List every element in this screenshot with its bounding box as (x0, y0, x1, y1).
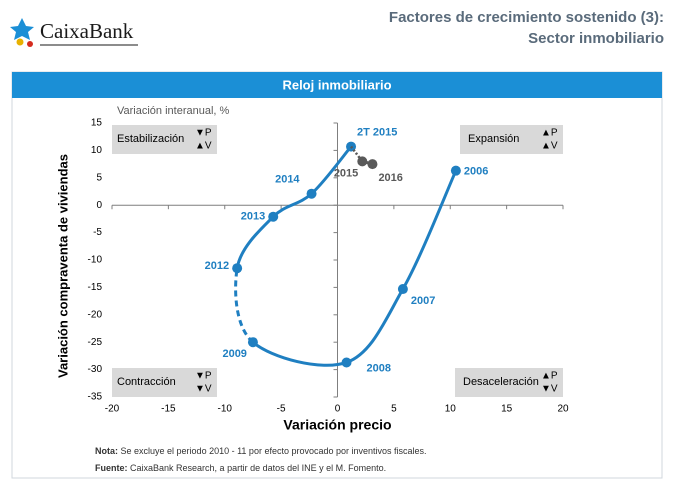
x-tick-label: -5 (277, 404, 286, 415)
note: Nota: Se excluye el periodo 2010 - 11 po… (95, 446, 427, 456)
point-label: 2015 (334, 167, 358, 179)
point (306, 188, 317, 199)
note-text: Se excluye el periodo 2010 - 11 por efec… (121, 446, 427, 456)
x-tick-label: 20 (557, 404, 569, 415)
logo: CaixaBank (10, 18, 138, 47)
point (357, 156, 368, 167)
logo-text: CaixaBank (40, 19, 134, 43)
banner (12, 72, 662, 98)
note: Fuente: CaixaBank Research, a partir de … (95, 463, 386, 473)
point (247, 337, 258, 348)
quadrant-sign: ▲P (541, 128, 558, 139)
subtitle: Variación interanual, % (117, 105, 230, 117)
quadrant-label: Desaceleración (463, 376, 539, 388)
point-label: 2006 (464, 166, 488, 178)
line-segment (235, 215, 275, 269)
x-tick-label: -10 (218, 404, 233, 415)
quadrant-sign: ▲P (541, 371, 558, 382)
x-tick-label: 15 (501, 404, 513, 415)
x-tick-label: 5 (391, 404, 397, 415)
point-label: 2016 (378, 172, 402, 184)
banner-text: Reloj inmobiliario (282, 77, 391, 92)
point (367, 159, 378, 170)
line-segment (251, 341, 348, 367)
x-tick-label: -15 (161, 404, 176, 415)
logo-star (10, 18, 34, 40)
point-label: 2014 (275, 174, 300, 186)
y-tick-label: -10 (88, 255, 103, 266)
page-title: Sector inmobiliario (528, 30, 664, 47)
point-label: 2T 2015 (357, 126, 397, 138)
point (232, 263, 243, 274)
logo-dot (16, 38, 24, 46)
quadrant-box (460, 125, 563, 154)
connector (350, 145, 364, 163)
y-tick-label: -25 (88, 337, 103, 348)
point-label: 2013 (241, 211, 265, 223)
y-tick-label: 5 (96, 172, 102, 183)
x-axis-label: Variación precio (283, 417, 391, 433)
point-label: 2007 (411, 295, 435, 307)
point (397, 284, 408, 295)
quadrant-label: Expansión (468, 133, 519, 145)
quadrant-sign: ▼P (195, 371, 212, 382)
y-axis-label: Variación compraventa de viviendas (55, 154, 70, 378)
y-tick-label: 0 (96, 200, 102, 211)
quadrant-box (112, 368, 217, 397)
logo-dot (27, 41, 33, 47)
y-tick-label: -35 (88, 392, 103, 403)
note-label: Fuente: (95, 463, 128, 473)
quadrant-label: Estabilización (117, 133, 184, 145)
quadrant-label: Contracción (117, 376, 176, 388)
x-tick-label: 10 (445, 404, 457, 415)
line-segment (345, 288, 405, 364)
line-segment (234, 267, 254, 344)
point (341, 357, 352, 368)
point-label: 2008 (367, 362, 391, 374)
point (268, 211, 279, 222)
quadrant-sign: ▲V (195, 141, 212, 152)
note-label: Nota: (95, 446, 118, 456)
point (450, 165, 461, 176)
y-tick-label: 15 (91, 118, 103, 129)
y-tick-label: 10 (91, 145, 103, 156)
point-label: 2012 (205, 260, 229, 272)
chart: Variación interanual, % Variación comprav… (55, 105, 569, 433)
y-tick-label: -20 (88, 309, 103, 320)
y-tick-label: -30 (88, 364, 103, 375)
quadrant-sign: ▼P (195, 128, 212, 139)
quadrant-sign: ▲V (541, 141, 558, 152)
note-text: CaixaBank Research, a partir de datos de… (130, 463, 386, 473)
quadrant-box (112, 125, 217, 154)
x-tick-label: 0 (335, 404, 341, 415)
quadrant-box (455, 368, 563, 397)
point-label: 2009 (222, 348, 246, 360)
line-segment (401, 170, 458, 290)
y-tick-label: -5 (93, 227, 102, 238)
quadrant-sign: ▼V (541, 384, 558, 395)
x-tick-label: -20 (105, 404, 120, 415)
quadrant-sign: ▼V (195, 384, 212, 395)
y-tick-label: -15 (88, 282, 103, 293)
page-title: Factores de crecimiento sostenido (3): (389, 9, 664, 26)
